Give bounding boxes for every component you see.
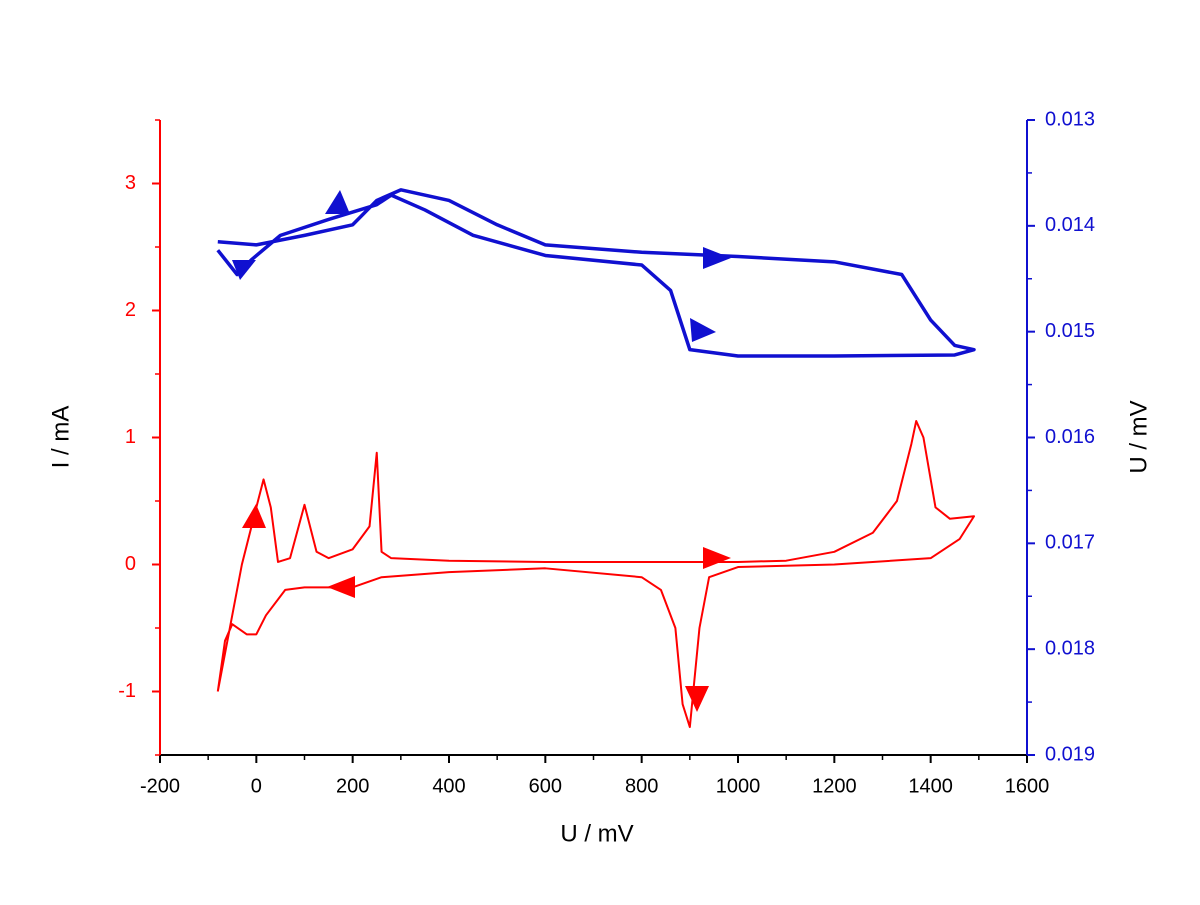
y2-tick-label: 0.014 [1045,214,1095,236]
x-tick-label: 400 [432,775,465,797]
x-tick-label: -200 [140,775,180,797]
x-tick-label: 800 [625,775,658,797]
y-tick-label: 1 [125,426,136,448]
y-tick-label: -1 [118,680,136,702]
x-tick-label: 1600 [1005,775,1050,797]
y-tick-label: 0 [125,553,136,575]
arrow [703,247,731,269]
x-tick-label: 0 [251,775,262,797]
data-line [216,419,976,729]
arrow [685,686,709,712]
arrow [690,318,716,342]
y2-tick-label: 0.017 [1045,532,1095,554]
y-tick-label: 3 [125,172,136,194]
x-tick-label: 1000 [716,775,761,797]
y2-tick-label: 0.013 [1045,108,1095,130]
x-tick-label: 1400 [908,775,953,797]
x-tick-label: 600 [529,775,562,797]
y2-tick-label: 0.018 [1045,637,1095,659]
arrow [703,547,731,569]
y2-tick-label: 0.015 [1045,320,1095,342]
data-line [216,188,976,358]
y-axis-label: I / mA [47,406,74,469]
arrow [325,190,350,214]
y2-tick-label: 0.019 [1045,743,1095,765]
direction-arrows [232,190,731,712]
y2-axis-label: U / mV [1125,400,1152,473]
x-tick-label: 1200 [812,775,857,797]
y2-tick-label: 0.016 [1045,426,1095,448]
y-tick-label: 2 [125,299,136,321]
x-axis-label: U / mV [560,820,633,847]
x-tick-label: 200 [336,775,369,797]
